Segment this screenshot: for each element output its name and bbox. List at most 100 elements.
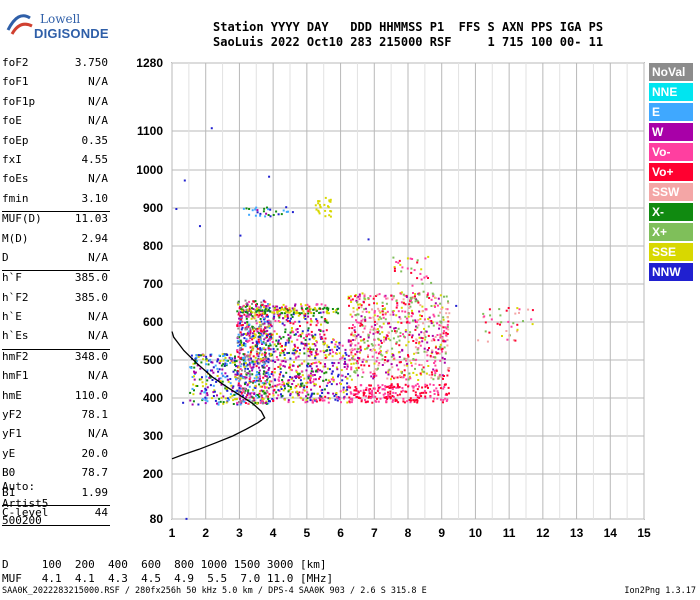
echo-point [315,318,318,321]
param-name: foEs [2,172,29,186]
x-tick-label: 13 [570,526,584,540]
echo-point [277,339,280,342]
echo-point [309,318,312,320]
echo-point [436,322,439,325]
echo-point [300,342,303,345]
echo-point [284,387,286,390]
echo-point [349,386,352,389]
echo-point [361,292,364,295]
echo-point [328,214,331,217]
echo-point [426,360,429,362]
echo-point [262,376,265,379]
echo-point [315,398,318,401]
echo-point [424,338,427,341]
echo-point [281,350,284,352]
echo-point [252,388,255,391]
echo-point [269,337,272,340]
echo-point [373,349,376,352]
echo-point [377,337,380,340]
echo-point [223,354,226,357]
echo-point [439,333,442,336]
echo-point [273,367,276,370]
echo-point [377,352,380,355]
param-row: fmin 3.10 [2,192,112,211]
echo-point [357,342,360,345]
param-value: 385.0 [74,290,108,304]
echo-point [241,326,244,329]
echo-point [249,330,252,333]
echo-point [286,339,289,342]
echo-point [412,292,414,294]
echo-point [251,345,254,348]
echo-point [418,385,420,388]
echo-point [354,393,357,396]
echo-point [373,338,376,341]
echo-point [402,397,405,400]
echo-point [340,401,342,404]
echo-point [289,363,292,366]
echo-point [218,397,221,400]
echo-point [385,351,388,354]
echo-point [267,402,270,405]
echo-point [300,303,302,306]
echo-point [270,373,273,375]
echo-point [263,320,266,323]
echo-point [244,388,247,390]
echo-point [425,351,428,354]
echo-point [442,318,445,321]
echo-point [246,325,249,328]
echo-point [238,352,241,355]
echo-point [394,399,397,401]
echo-point [374,324,377,326]
echo-point [277,342,280,345]
echo-point [369,388,372,391]
echo-point [273,330,276,333]
echo-point [287,390,290,393]
echo-point [398,339,401,342]
echo-point [280,360,283,363]
x-tick-label: 10 [469,526,483,540]
echo-point [304,401,307,404]
echo-point [424,397,427,400]
echo-point [386,297,389,300]
echo-point [344,351,347,354]
echo-point [379,350,382,352]
echo-point [409,397,412,400]
echo-point [261,398,264,401]
echo-point [299,385,302,388]
echo-point [252,363,255,366]
echo-point [289,336,292,339]
echo-point [317,202,320,205]
param-row: yF1 N/A [2,427,112,446]
echo-point [316,348,318,351]
echo-point [249,362,252,364]
echo-point [307,310,310,313]
echo-point [211,369,213,372]
legend-item-vo-: Vo+ [649,163,693,181]
echo-point [314,356,317,359]
echo-point [510,325,513,328]
legend-item-vo-: Vo- [649,143,693,161]
echo-point [256,330,259,333]
echo-point [276,310,279,313]
echo-point [446,308,449,311]
echo-point [310,330,313,333]
echo-point [356,374,359,377]
echo-point [313,343,316,345]
echo-point [315,400,318,403]
echo-point [265,364,268,367]
y-tick-label: 600 [143,315,163,329]
echo-point [272,348,275,350]
echo-point [346,386,349,389]
echo-point [196,364,199,367]
echo-point [307,362,310,365]
echo-point [294,333,297,336]
echo-point [428,347,430,349]
electron-density-profile [171,331,266,460]
echo-point [289,386,292,388]
echo-point [248,396,251,399]
echo-point [263,310,266,313]
echo-point [444,340,447,343]
echo-point [367,396,370,399]
echo-point [395,399,398,402]
